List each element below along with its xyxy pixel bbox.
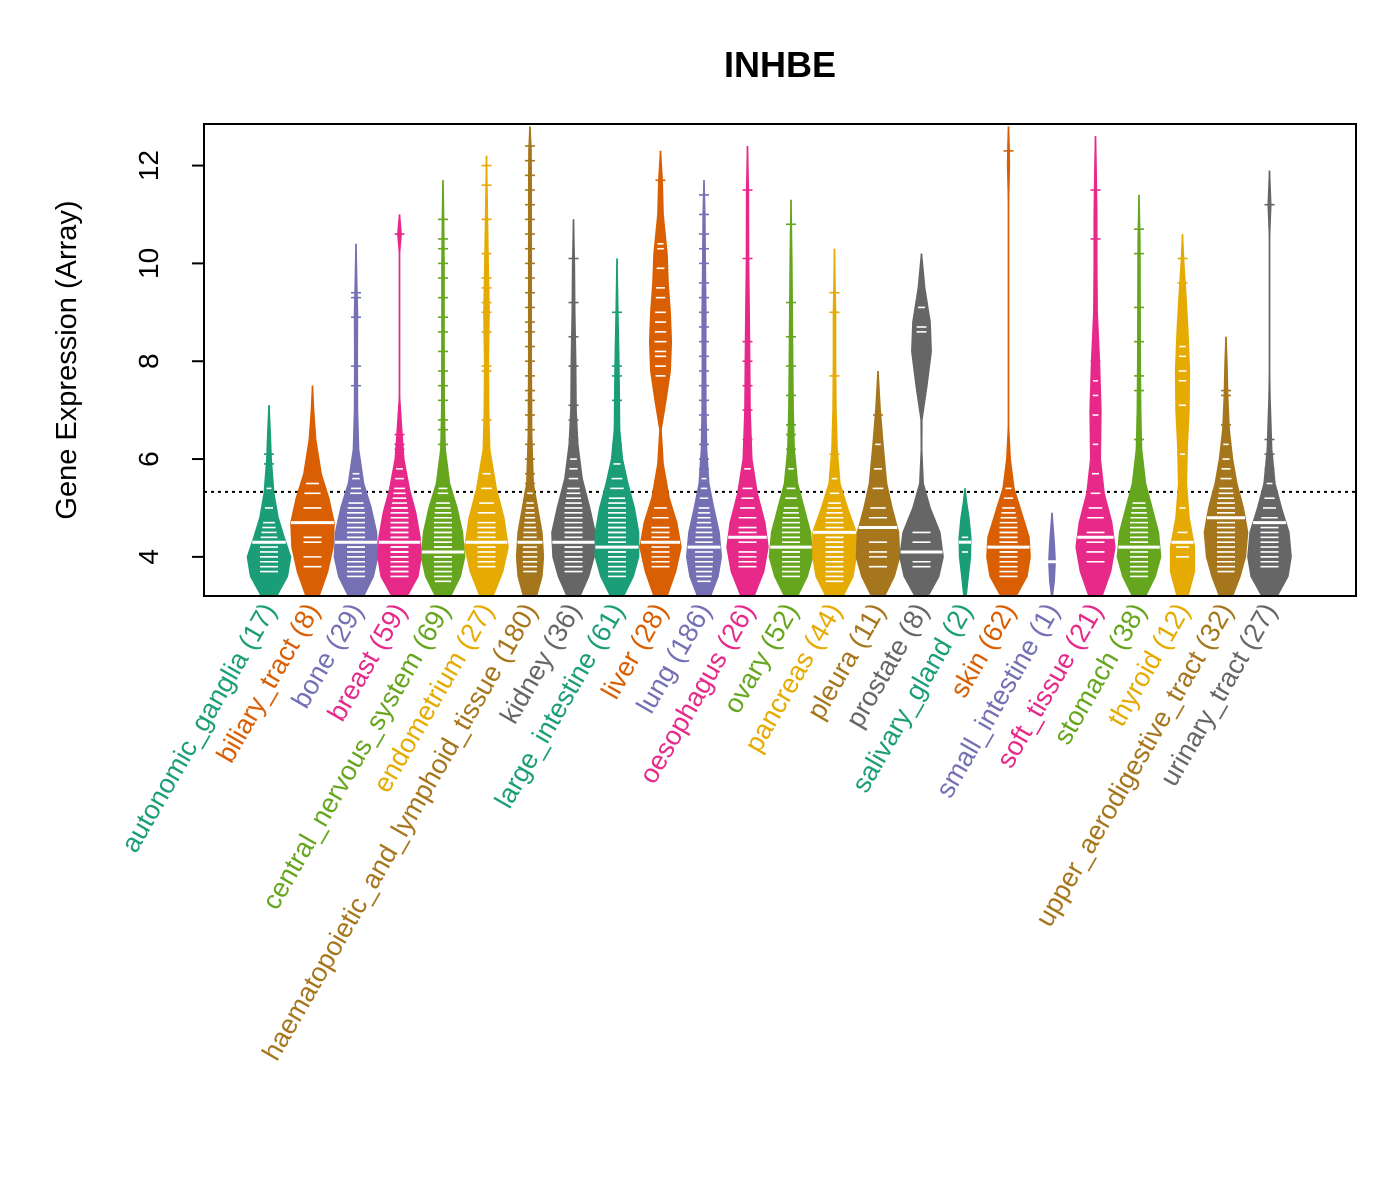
violins-layer (204, 126, 1356, 597)
x-tick-labels: autonomic_ganglia (17)biliary_tract (8)b… (115, 598, 1283, 1065)
violin-kidney (551, 219, 596, 597)
violin-prostate (899, 253, 944, 597)
violin-ovary (768, 199, 814, 597)
violin-liver (639, 150, 682, 597)
violin-upper-aerodigestive-tract (1203, 336, 1249, 597)
violin-biliary-tract (290, 385, 335, 597)
violin-small-intestine (1046, 512, 1058, 597)
violin-thyroid (1169, 234, 1196, 597)
violin-salivary-gland (958, 488, 972, 597)
violin-large-intestine (594, 258, 640, 597)
y-axis-label: Gene Expression (Array) (51, 200, 83, 519)
violin-haematopoietic-and-lymphoid-tissue (515, 126, 545, 597)
violin-lung (685, 180, 723, 597)
y-axis: 4 6 8 10 12 (133, 150, 205, 565)
violin-soft-tissue (1075, 136, 1116, 597)
violin-oesophagus (726, 145, 769, 597)
y-tick-label: 8 (133, 353, 164, 369)
y-tick-label: 12 (133, 150, 164, 181)
y-tick-label: 10 (133, 248, 164, 279)
violin-skin (986, 126, 1031, 597)
y-tick-label: 4 (133, 549, 164, 565)
violin-bone (333, 243, 379, 597)
violin-autonomic-ganglia (246, 405, 292, 597)
violin-urinary-tract (1247, 170, 1292, 597)
chart-title: INHBE (724, 44, 836, 85)
violin-endometrium (464, 155, 509, 597)
violin-stomach (1116, 194, 1162, 597)
plot-frame (203, 123, 1357, 597)
violin-breast (377, 214, 422, 597)
violin-pancreas (812, 248, 857, 597)
violin-pleura (855, 370, 901, 597)
violin-central-nervous-system (420, 180, 466, 597)
y-tick-label: 6 (133, 451, 164, 467)
